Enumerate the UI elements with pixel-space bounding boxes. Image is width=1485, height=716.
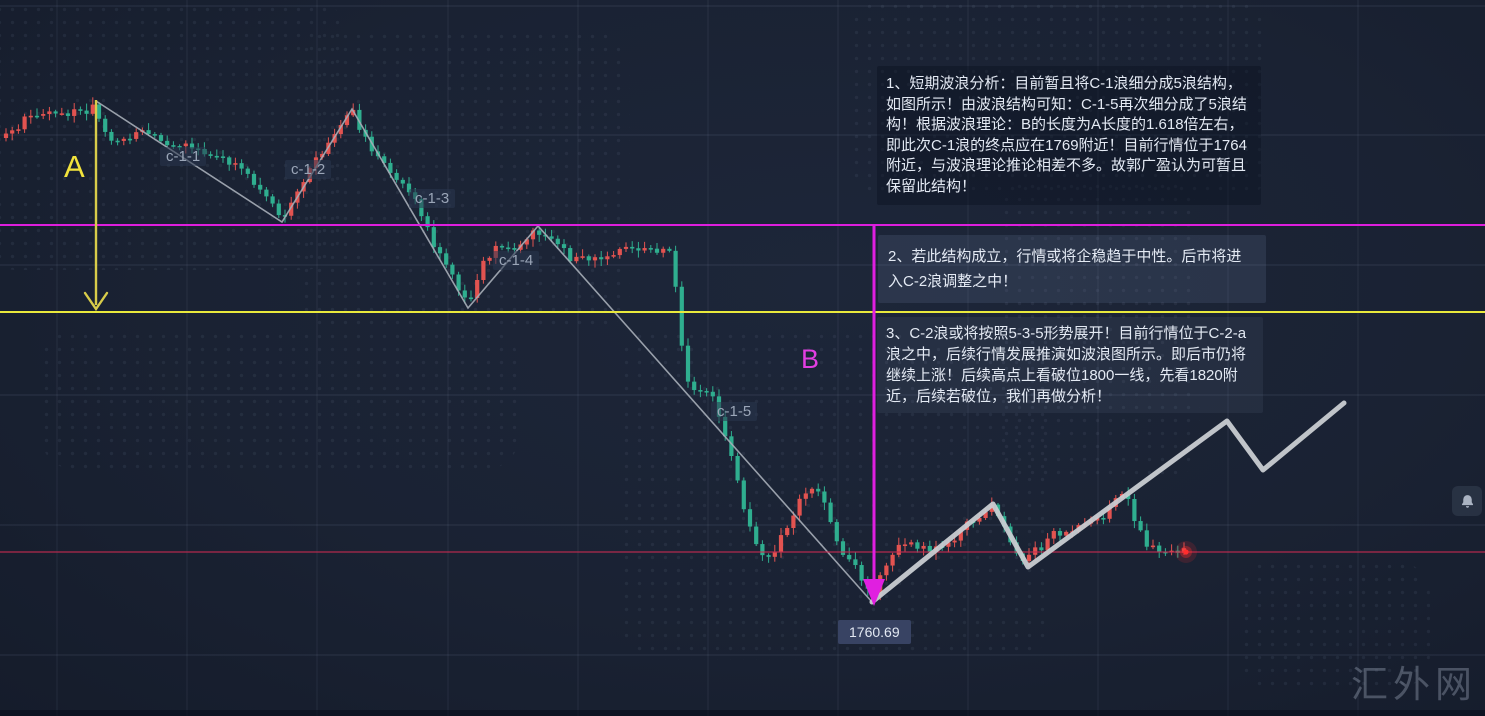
- wave-label-a: A: [64, 149, 85, 184]
- notification-bell-button[interactable]: [1452, 486, 1482, 516]
- wave-label-c-1-3: c-1-3: [409, 189, 456, 208]
- price-tag-1760: 1760.69: [838, 620, 911, 644]
- wave-label-c-1-4: c-1-4: [493, 251, 540, 270]
- wave-label-c-1-5: c-1-5: [711, 402, 758, 421]
- bottom-edge-strip: [0, 710, 1485, 716]
- bell-icon: [1459, 493, 1476, 510]
- wave-label-b: B: [801, 344, 820, 374]
- wave-label-c-1-2: c-1-2: [285, 160, 332, 179]
- analysis-note-2: 2、若此结构成立，行情或将企稳趋于中性。后市将进入C-2浪调整之中！: [878, 235, 1266, 303]
- site-watermark: 汇外网: [1351, 665, 1477, 706]
- analysis-note-3: 3、C-2浪或将按照5-3-5形势展开！目前行情位于C-2-a浪之中，后续行情发…: [877, 317, 1263, 413]
- wave-label-c-1-1: c-1-1: [160, 147, 207, 166]
- analysis-note-1: 1、短期波浪分析：目前暂且将C-1浪细分成5浪结构，如图所示！由波浪结构可知：C…: [877, 66, 1261, 205]
